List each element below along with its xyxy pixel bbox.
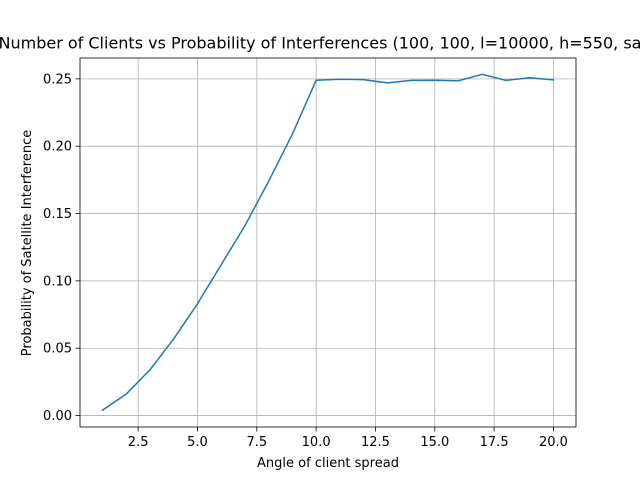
x-tick-label: 2.5: [128, 435, 149, 450]
plot-frame: [79, 57, 577, 428]
y-tick-label: 0.00: [43, 409, 72, 424]
y-tick-label: 0.20: [43, 140, 72, 155]
x-tick-label: 5.0: [187, 435, 208, 450]
y-tick-label: 0.25: [43, 72, 72, 87]
x-tick-label: 20.0: [539, 435, 568, 450]
series-line: [101, 73, 555, 412]
x-axis-label: Angle of client spread: [257, 456, 399, 471]
y-tick-label: 0.15: [43, 207, 72, 222]
x-tick-label: 7.5: [246, 435, 267, 450]
y-tick-label: 0.10: [43, 274, 72, 289]
x-tick-label: 10.0: [302, 435, 331, 450]
grid: [80, 58, 576, 427]
y-axis-label: Probability of Satellite Interference: [20, 130, 35, 356]
y-tick-label: 0.05: [43, 342, 72, 357]
y-axis-ticks: 0.00 0.05 0.10 0.15 0.20 0.25: [43, 72, 80, 424]
x-tick-label: 17.5: [480, 435, 509, 450]
chart-title: Number of Clients vs Probability of Inte…: [0, 34, 640, 53]
x-tick-label: 12.5: [361, 435, 390, 450]
x-axis-ticks: 2.5 5.0 7.5 10.0 12.5 15.0 17.5 20.0: [128, 427, 568, 450]
x-tick-label: 15.0: [420, 435, 449, 450]
